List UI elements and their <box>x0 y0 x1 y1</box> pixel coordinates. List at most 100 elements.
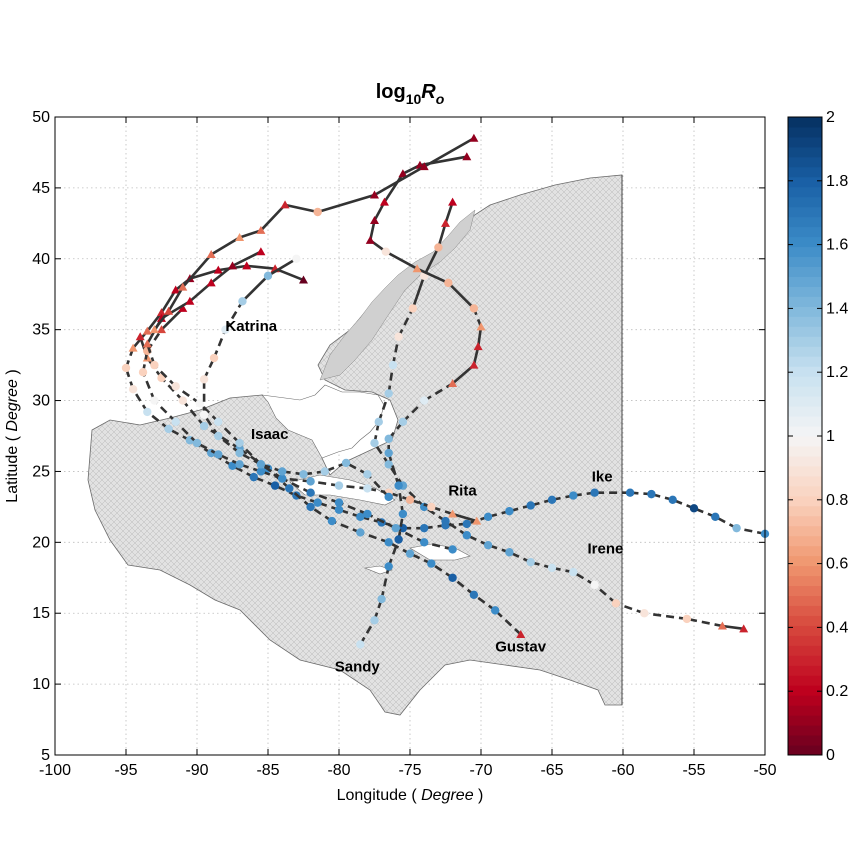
track-segment <box>267 257 298 277</box>
track-segment <box>451 576 475 596</box>
track-segment <box>338 484 368 490</box>
hurricane-tracks <box>121 133 770 649</box>
track-point <box>292 254 301 263</box>
track-point-triangle <box>516 629 526 638</box>
colorbar-step <box>788 216 822 228</box>
track-point-triangle <box>178 282 188 291</box>
track-point <box>427 502 436 512</box>
track-point <box>313 207 322 217</box>
storm-labels: Katrina Isaac Rita Ike Irene Sandy Gustav <box>225 318 623 675</box>
x-tick-label: -70 <box>469 762 492 779</box>
colorbar-step <box>788 426 822 437</box>
track-segment <box>411 275 426 309</box>
track-point <box>171 417 180 427</box>
track-segment <box>260 463 283 480</box>
colorbar-step <box>788 266 822 277</box>
track-point <box>732 523 741 533</box>
colorbar-tick-label: 2 <box>826 109 835 126</box>
track-segment <box>395 526 425 544</box>
track-point <box>150 396 159 405</box>
track-point <box>611 599 621 608</box>
track-point <box>394 332 403 341</box>
y-tick-label: 15 <box>32 605 50 622</box>
y-tick-label: 45 <box>32 180 50 197</box>
colorbar-tick-label: 0.8 <box>826 492 848 509</box>
track-segment <box>686 617 723 628</box>
colorbar-step <box>788 465 822 477</box>
track-segment <box>146 410 170 430</box>
track-point <box>547 495 557 504</box>
track-point <box>374 417 383 427</box>
track-point <box>370 438 379 448</box>
track-segment <box>167 286 184 312</box>
y-tick-label: 40 <box>32 251 50 268</box>
colorbar-step <box>788 605 822 616</box>
track-segment <box>153 364 177 388</box>
track-katrina <box>199 254 393 502</box>
track-segment <box>203 424 241 450</box>
track-point-triangle <box>149 325 159 334</box>
track-segment <box>423 505 447 523</box>
track-segment <box>359 531 390 544</box>
track-segment <box>444 201 454 224</box>
colorbar-step <box>788 485 822 497</box>
track-point-triangle <box>178 303 188 312</box>
track-point <box>668 495 677 504</box>
track-point <box>384 434 393 444</box>
track-segment <box>452 512 478 523</box>
storm-label-rita: Rita <box>448 483 477 500</box>
x-tick-label: -60 <box>611 762 634 779</box>
colorbar-tick-label: 0.4 <box>826 619 848 636</box>
track-point <box>434 243 443 252</box>
track-segment <box>203 414 220 437</box>
track-point <box>391 523 400 533</box>
track-point <box>235 438 244 448</box>
colorbar-step <box>788 505 822 517</box>
track-point <box>444 278 453 288</box>
x-tick-label: -90 <box>185 762 208 779</box>
track-point <box>199 375 209 384</box>
y-axis-label: Latitude ( Degree ) <box>4 369 21 502</box>
track-point <box>150 360 159 370</box>
colorbar-tick-label: 0.6 <box>826 556 848 573</box>
colorbar-step <box>788 306 822 317</box>
track-segment <box>397 485 405 515</box>
track-segment <box>423 541 453 551</box>
track-segment <box>284 203 318 214</box>
track-point <box>420 538 429 547</box>
track-point <box>128 385 138 394</box>
colorbar-step <box>788 126 822 138</box>
track-point <box>398 509 408 519</box>
track-segment <box>198 402 220 423</box>
colorbar-tick-label: 1.8 <box>826 173 848 190</box>
colorbar-step <box>788 366 822 377</box>
track-point <box>420 396 429 405</box>
track-segment <box>722 624 744 631</box>
track-segment <box>644 611 688 621</box>
colorbar-step <box>788 685 822 696</box>
track-point <box>640 609 649 618</box>
track-point <box>278 467 287 476</box>
track-point-triangle <box>448 509 458 518</box>
track-point-triangle <box>469 360 479 369</box>
track-point-triangle <box>379 197 389 206</box>
colorbar-step <box>788 246 822 258</box>
track-segment <box>359 619 376 646</box>
track-point <box>505 548 514 557</box>
track-point <box>334 505 344 514</box>
track-point-triangle <box>280 200 290 209</box>
colorbar-step <box>788 136 822 148</box>
colorbar-step <box>788 346 822 357</box>
storm-label-isaac: Isaac <box>251 426 289 443</box>
colorbar-step <box>788 715 822 726</box>
track-segment <box>160 289 177 314</box>
track-point <box>285 484 294 493</box>
colorbar-step <box>788 705 822 716</box>
track-point <box>505 506 514 516</box>
track-segment <box>423 137 475 168</box>
track-point-triangle <box>419 162 429 171</box>
track-segment <box>241 274 269 303</box>
track-point <box>356 640 365 649</box>
track-point <box>462 531 471 540</box>
colorbar-step <box>788 695 822 706</box>
